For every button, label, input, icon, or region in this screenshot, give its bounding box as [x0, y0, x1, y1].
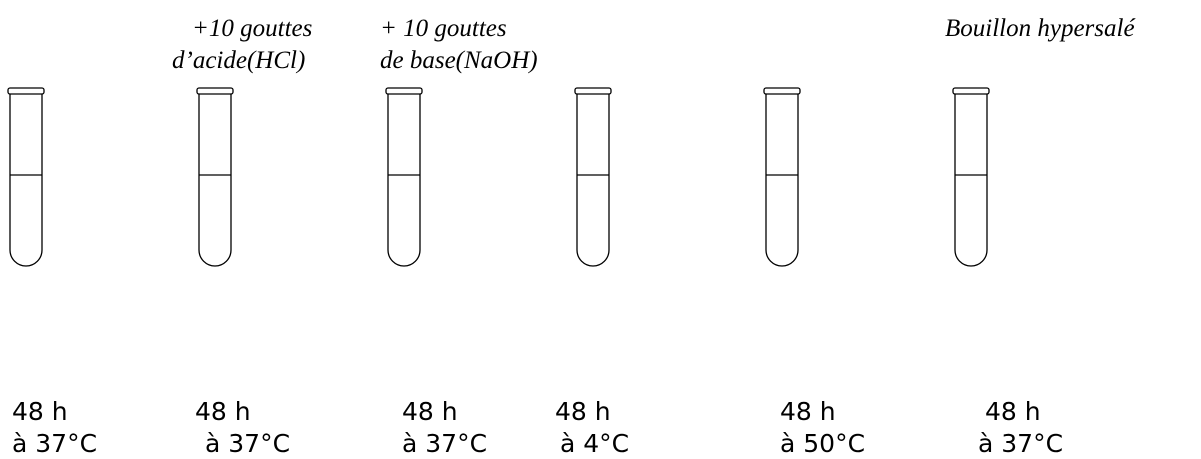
annotation: d’acide(HCl) — [172, 47, 305, 74]
tube-label: 48 h — [12, 397, 68, 426]
tube-label: 48 h — [780, 397, 836, 426]
tube-label: à 4°C — [560, 429, 629, 458]
tube-label: à 37°C — [978, 429, 1063, 458]
tube-label: à 50°C — [780, 429, 865, 458]
annotation: +10 gouttes — [192, 15, 312, 42]
tube-body — [765, 94, 799, 267]
tube-label: 48 h — [555, 397, 611, 426]
tube-rim — [952, 87, 990, 95]
tube-label: 48 h — [402, 397, 458, 426]
tube-body — [576, 94, 610, 267]
tube-rim — [385, 87, 423, 95]
tube-rim — [763, 87, 801, 95]
annotation: Bouillon hypersalé — [945, 15, 1135, 42]
annotation: de base(NaOH) — [380, 47, 538, 74]
tube-body — [198, 94, 232, 267]
tube-rim — [574, 87, 612, 95]
tube-rim — [196, 87, 234, 95]
tube-rim — [7, 87, 45, 95]
tube-body — [9, 94, 43, 267]
tube-body — [954, 94, 988, 267]
tube-label: à 37°C — [12, 429, 97, 458]
tube-body — [387, 94, 421, 267]
annotation: + 10 gouttes — [380, 15, 507, 42]
tubes — [7, 87, 990, 267]
tube-label: à 37°C — [205, 429, 290, 458]
tube-label: à 37°C — [402, 429, 487, 458]
tube-label: 48 h — [985, 397, 1041, 426]
tube-label: 48 h — [195, 397, 251, 426]
